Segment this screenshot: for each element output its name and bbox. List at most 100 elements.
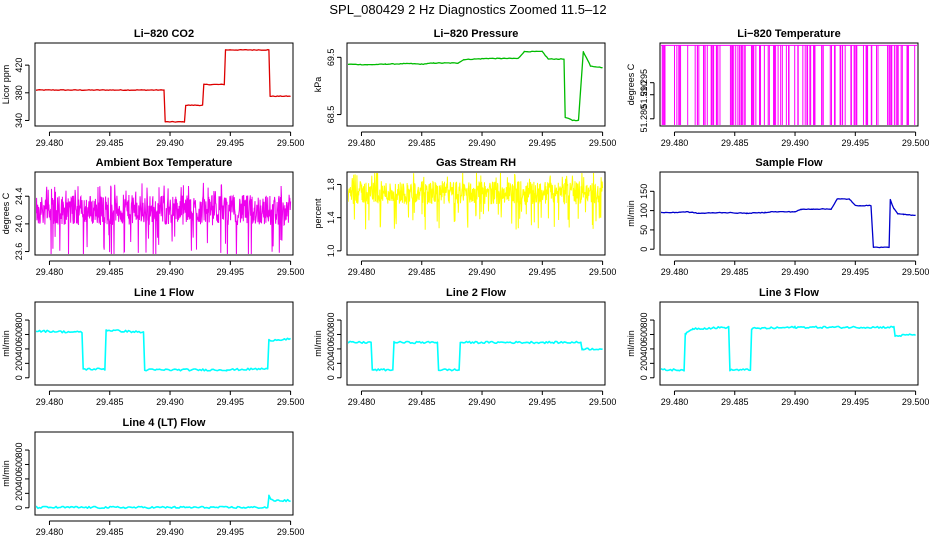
y-tick-label: 23.6 (14, 243, 24, 261)
x-tick-label: 29.480 (661, 397, 689, 407)
series-line (348, 173, 604, 230)
series-line (661, 198, 916, 249)
x-tick-label: 29.490 (468, 138, 496, 148)
x-tick-label: 29.485 (408, 138, 436, 148)
data-layer (348, 173, 604, 230)
x-tick-label: 29.485 (408, 397, 436, 407)
y-axis-label: ml/min (626, 330, 636, 357)
x-tick-label: 29.480 (36, 527, 64, 537)
y-axis-label: kPa (313, 77, 323, 93)
data-layer (348, 340, 603, 372)
y-axis-label: ml/min (1, 460, 11, 487)
chart-panel-2: Li−820 Pressure 29.480 29.485 29.490 29.495 2… (313, 28, 616, 148)
plot-frame (659, 42, 919, 127)
y-tick-label: 100 (639, 203, 649, 218)
x-tick-label: 29.500 (589, 267, 617, 277)
y-axis-label: ml/min (1, 330, 11, 357)
x-tick-label: 29.490 (156, 527, 184, 537)
y-tick-label: 600 (326, 327, 336, 342)
data-layer (661, 198, 916, 249)
y-tick-label: 0 (14, 375, 24, 380)
x-tick-label: 29.490 (468, 397, 496, 407)
plot-frame (34, 301, 294, 386)
chart-title: Ambient Box Temperature (96, 157, 233, 169)
chart-title: Sample Flow (755, 157, 823, 169)
y-tick-label: 800 (14, 443, 24, 458)
x-tick-label: 29.495 (529, 138, 557, 148)
x-tick-label: 29.490 (156, 138, 184, 148)
chart-title: Gas Stream RH (436, 157, 516, 169)
y-tick-label: 51.290 (639, 81, 649, 109)
data-layer (36, 329, 291, 372)
x-tick-label: 29.500 (589, 138, 617, 148)
x-tick-label: 29.480 (348, 138, 376, 148)
x-tick-label: 29.485 (96, 397, 124, 407)
y-tick-label: 24.4 (14, 187, 24, 205)
x-tick-label: 29.480 (36, 267, 64, 277)
y-tick-label: 51.295 (639, 69, 649, 97)
y-tick-label: 380 (14, 85, 24, 100)
chart-title: Line 4 (LT) Flow (123, 417, 206, 429)
plot-frame (34, 42, 294, 127)
y-tick-label: 400 (326, 341, 336, 356)
y-tick-label: 200 (326, 356, 336, 371)
y-tick-label: 0 (639, 247, 649, 252)
x-tick-label: 29.500 (277, 267, 305, 277)
y-tick-label: 0 (639, 375, 649, 380)
x-tick-label: 29.480 (661, 138, 689, 148)
x-tick-label: 29.490 (468, 267, 496, 277)
x-tick-label: 29.480 (661, 267, 689, 277)
y-tick-label: 600 (14, 457, 24, 472)
x-tick-label: 29.490 (781, 267, 809, 277)
x-tick-label: 29.495 (529, 267, 557, 277)
y-tick-label: 800 (326, 313, 336, 328)
chart-panel-8: Line 2 Flow 29.480 29.485 29.490 29.495 29.50… (313, 287, 616, 407)
x-tick-label: 29.495 (217, 138, 245, 148)
x-tick-label: 29.500 (589, 397, 617, 407)
y-tick-label: 400 (639, 341, 649, 356)
plot-frame (34, 171, 294, 256)
x-tick-label: 29.495 (842, 267, 870, 277)
data-layer (348, 50, 603, 122)
y-tick-label: 0 (326, 375, 336, 380)
y-tick-label: 69.5 (326, 49, 336, 67)
x-tick-label: 29.500 (277, 138, 305, 148)
x-tick-label: 29.500 (902, 397, 930, 407)
chart-title: Li−820 Pressure (434, 28, 519, 40)
series-line (348, 340, 603, 372)
y-tick-label: 24.0 (14, 215, 24, 233)
x-tick-label: 29.485 (96, 267, 124, 277)
chart-title: Li−820 CO2 (134, 28, 194, 40)
y-axis-label: degrees C (626, 63, 636, 105)
x-tick-label: 29.485 (721, 397, 749, 407)
x-tick-label: 29.500 (902, 267, 930, 277)
y-axis-label: ml/min (313, 330, 323, 357)
y-tick-label: 600 (14, 327, 24, 342)
chart-title: Line 1 Flow (134, 287, 194, 299)
data-layer (36, 182, 292, 254)
y-tick-label: 150 (639, 184, 649, 199)
x-tick-label: 29.500 (277, 397, 305, 407)
chart-panel-6: Sample Flow 29.480 29.485 29.490 29.495 29.50… (626, 157, 929, 277)
data-layer (661, 44, 917, 125)
y-axis-label: degrees C (1, 192, 11, 234)
y-tick-label: 68.5 (326, 106, 336, 124)
y-tick-label: 200 (639, 356, 649, 371)
page-title: SPL_080429 2 Hz Diagnostics Zoomed 11.5–… (329, 2, 607, 17)
chart-panel-3: Li−820 Temperature 29.480 29.485 29.490 29.4… (626, 28, 929, 148)
x-tick-label: 29.500 (902, 138, 930, 148)
chart-panel-9: Line 3 Flow 29.480 29.485 29.490 29.495 29.50… (626, 287, 929, 407)
series-line (36, 48, 291, 123)
y-tick-label: 1.8 (326, 178, 336, 191)
y-tick-label: 340 (14, 113, 24, 128)
x-tick-label: 29.500 (277, 527, 305, 537)
chart-panel-5: Gas Stream RH 29.480 29.485 29.490 29.495 29.… (313, 157, 616, 277)
x-tick-label: 29.485 (721, 138, 749, 148)
y-tick-label: 600 (639, 327, 649, 342)
chart-title: Line 3 Flow (759, 287, 819, 299)
x-tick-label: 29.480 (348, 397, 376, 407)
x-tick-label: 29.480 (36, 397, 64, 407)
x-tick-label: 29.485 (408, 267, 436, 277)
series-line (661, 325, 916, 372)
